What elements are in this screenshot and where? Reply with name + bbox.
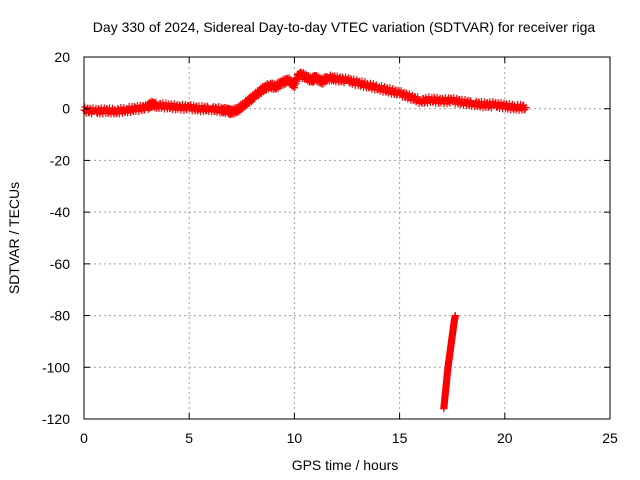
data-point-interp bbox=[335, 74, 343, 82]
series-1 bbox=[440, 312, 459, 413]
data-point-interp bbox=[129, 107, 137, 115]
chart-title: Day 330 of 2024, Sidereal Day-to-day VTE… bbox=[93, 19, 596, 35]
x-tick-label: 20 bbox=[497, 430, 513, 446]
data-point bbox=[522, 103, 530, 111]
x-tick-label: 5 bbox=[185, 430, 193, 446]
y-tick-label: 0 bbox=[62, 101, 70, 117]
x-tick-label: 10 bbox=[287, 430, 303, 446]
y-tick-label: -120 bbox=[42, 411, 70, 427]
data-marks bbox=[80, 68, 530, 413]
grid-lines bbox=[84, 57, 610, 419]
x-tick-label: 25 bbox=[602, 430, 618, 446]
data-point-interp bbox=[402, 89, 410, 97]
y-tick-label: -60 bbox=[50, 256, 70, 272]
series-0 bbox=[80, 68, 530, 119]
x-tick-label: 0 bbox=[80, 430, 88, 446]
plot-frame bbox=[83, 56, 611, 420]
y-axis-label: SDTVAR / TECUs bbox=[6, 182, 22, 294]
y-tick-label: -40 bbox=[50, 204, 70, 220]
y-tick-label: -80 bbox=[50, 308, 70, 324]
x-axis-label: GPS time / hours bbox=[292, 457, 399, 473]
y-tick-label: -20 bbox=[50, 152, 70, 168]
data-point-interp bbox=[463, 97, 471, 105]
data-point-interp bbox=[491, 99, 499, 107]
data-point bbox=[451, 312, 459, 320]
axis-ticks: 0 5 10 15 20 25 -120 -100 -80 -60 -40 -20 0 20 bbox=[42, 49, 618, 446]
y-tick-label: -100 bbox=[42, 359, 70, 375]
data-point-interp bbox=[521, 105, 529, 113]
y-tick-label: 20 bbox=[54, 49, 70, 65]
x-tick-label: 15 bbox=[392, 430, 408, 446]
